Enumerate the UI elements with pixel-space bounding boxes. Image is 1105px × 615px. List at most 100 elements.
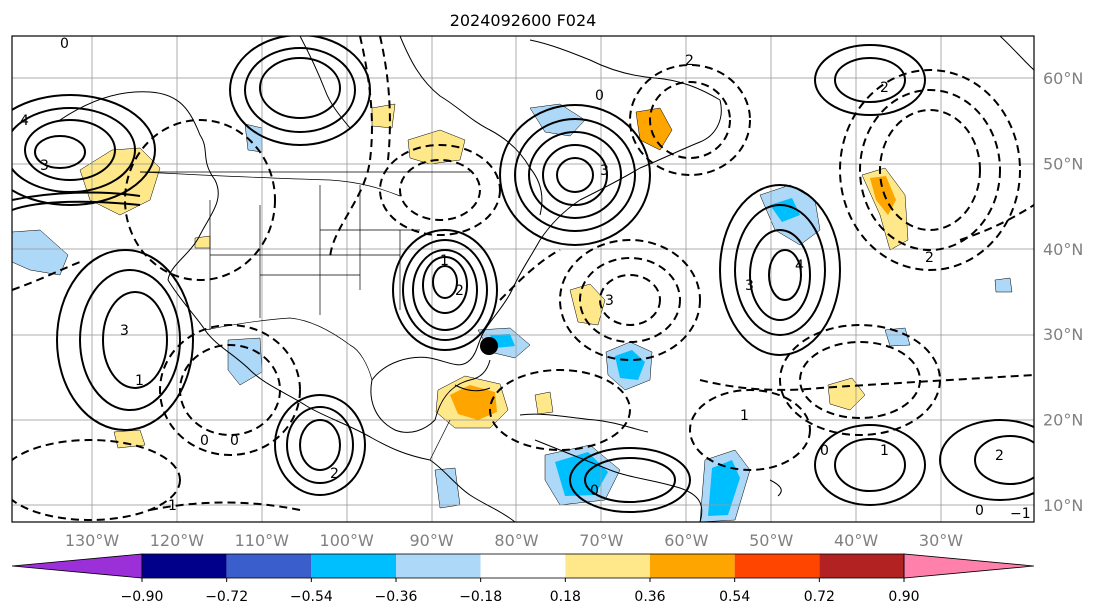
colorbar-tick-label: −0.90 (121, 589, 164, 605)
colorbar-tick-label: 0.36 (634, 589, 665, 605)
positive-contours (12, 36, 1034, 513)
shade-pos-carib (534, 391, 554, 415)
svg-text:1: 1 (880, 443, 889, 459)
contour-neg-mexico (159, 324, 301, 456)
shade-pos-labrador (635, 107, 673, 151)
longitude-label: 30°W (919, 531, 963, 550)
map-title: 2024092600 F024 (450, 11, 597, 30)
colorbar-bin (650, 554, 735, 578)
negative-contours (12, 36, 1034, 521)
colorbar-tick-label: −0.72 (205, 589, 248, 605)
colorbar (11, 553, 1035, 579)
contour-neg-n-central (379, 144, 501, 236)
colorbar-bin (396, 554, 481, 578)
latitude-label: 20°N (1043, 411, 1083, 430)
svg-text:3: 3 (120, 323, 129, 339)
shade-neg-atl-eq-core (708, 460, 740, 516)
shade-neg-atlantic-n-core (770, 198, 800, 222)
contour-e-pac (56, 249, 194, 431)
longitude-label: 90°W (410, 531, 454, 550)
latitude-label: 60°N (1043, 69, 1083, 88)
svg-text:0: 0 (200, 433, 209, 449)
longitude-label: 60°W (664, 531, 708, 550)
colorbar-frame (141, 553, 905, 579)
colorbar-bin (142, 554, 227, 578)
contour-neg-e-pac (12, 439, 181, 521)
shade-pos-hudson (407, 129, 466, 165)
colorbar-bin (734, 554, 820, 578)
colorbar-bin (565, 554, 650, 578)
shade-neg-carib-s-core (555, 452, 608, 496)
svg-text:2: 2 (880, 80, 889, 96)
svg-text:1: 1 (440, 253, 449, 269)
svg-text:0: 0 (820, 443, 829, 459)
colorbar-extend-low (11, 553, 143, 579)
colorbar-tick-label: 0.72 (804, 589, 835, 605)
longitude-label: 50°W (749, 531, 793, 550)
svg-text:2: 2 (995, 448, 1004, 464)
latitude-label: 40°N (1043, 240, 1083, 259)
contour-neg-pac-n (124, 119, 276, 281)
contour-low-great-lakes (392, 229, 498, 351)
contour-neg-atl-eq (689, 389, 811, 471)
colorbar-tick-label: 0.54 (719, 589, 750, 605)
latitude-label: 50°N (1043, 154, 1083, 173)
shade-pos-canada (371, 103, 396, 129)
colorbar-tick-label: −0.18 (459, 589, 502, 605)
colorbar-bin (819, 554, 904, 578)
svg-text:−1: −1 (1010, 506, 1031, 522)
svg-text:0: 0 (230, 433, 239, 449)
colorbar-bin (311, 554, 396, 578)
latitude-labels: 60°N 50°N 40°N 30°N 20°N 10°N (1043, 69, 1083, 515)
longitude-label: 70°W (579, 531, 623, 550)
shade-pos-gulf-core (450, 385, 497, 420)
contour-hudson-bay (499, 104, 651, 246)
shade-neg-small2 (994, 277, 1013, 293)
longitude-label: 120°W (150, 531, 205, 550)
contour-neg-ne-atl (839, 69, 1021, 271)
contour-e-pac-s (274, 394, 366, 496)
colorbar-extend-high (903, 553, 1035, 579)
contour-neg-labrador (629, 64, 751, 176)
longitude-labels: 130°W 120°W 110°W 100°W 90°W 80°W 70°W 60°W 50°W… (65, 531, 963, 550)
shade-neg-small1 (884, 327, 911, 347)
contour-mid-atl (719, 184, 841, 356)
shade-pos-small1 (194, 235, 211, 249)
contour-e-atl-s (939, 419, 1034, 501)
contour-ne-atl (814, 44, 926, 116)
colorbar-tick-label: 0.90 (888, 589, 919, 605)
svg-text:2: 2 (685, 53, 694, 69)
svg-text:1: 1 (740, 408, 749, 424)
svg-text:1: 1 (168, 498, 177, 514)
svg-text:2: 2 (330, 466, 339, 482)
colorbar-tick-labels: −0.90 −0.72 −0.54 −0.36 −0.18 0.18 0.36 0.54 0.7… (121, 578, 920, 605)
svg-text:3: 3 (745, 278, 754, 294)
colorbar-tick-label: −0.54 (290, 589, 333, 605)
shade-pos-pac-s (113, 429, 146, 449)
longitude-label: 80°W (494, 531, 538, 550)
svg-text:0: 0 (590, 483, 599, 499)
contour-atl-s (814, 424, 926, 506)
longitude-label: 100°W (320, 531, 375, 550)
colorbar-tick-label: −0.36 (375, 589, 418, 605)
contour-labels: 0 4 3 3 1 0 1 2 0 3 3 4 3 0 1 2 0 2 2 1 … (20, 36, 1031, 522)
longitude-label: 40°W (834, 531, 878, 550)
storm-center-dot (480, 337, 498, 355)
colorbar-bin (480, 554, 566, 578)
svg-text:4: 4 (795, 258, 804, 274)
svg-text:2: 2 (455, 283, 464, 299)
latitude-label: 30°N (1043, 325, 1083, 344)
svg-text:3: 3 (600, 163, 609, 179)
contour-neg-carib (489, 369, 631, 451)
shade-neg-pac-w (12, 229, 69, 276)
svg-text:1: 1 (135, 373, 144, 389)
svg-text:0: 0 (975, 503, 984, 519)
svg-text:0: 0 (595, 88, 604, 104)
colorbar-bin (226, 554, 312, 578)
svg-text:4: 4 (20, 113, 29, 129)
political-borders (139, 171, 470, 461)
svg-text:0: 0 (60, 36, 69, 52)
svg-text:3: 3 (605, 293, 614, 309)
shade-neg-w-atl-core (615, 350, 645, 380)
